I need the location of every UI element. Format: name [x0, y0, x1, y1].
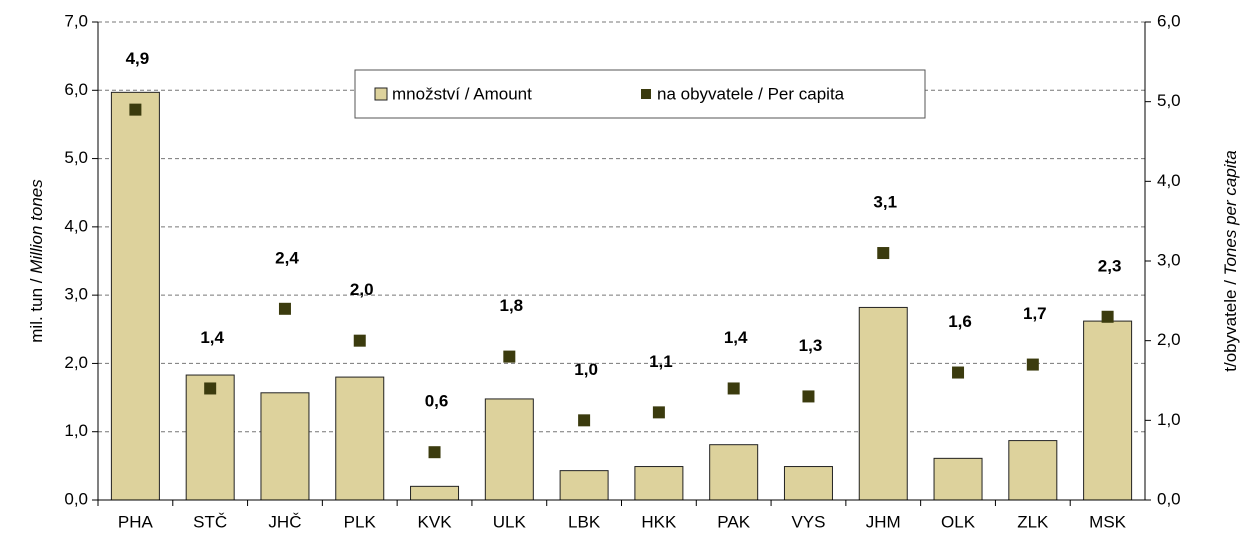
y2-axis-title: t/obyvatele / Tones per capita: [1221, 150, 1240, 371]
x-tick-label: OLK: [941, 512, 976, 531]
y2-tick-label: 6,0: [1157, 11, 1181, 30]
y-tick-label: 5,0: [64, 148, 88, 167]
data-label: 4,9: [126, 49, 150, 68]
data-label: 1,4: [200, 328, 224, 347]
y-axis-title-text: mil. tun /: [27, 274, 46, 343]
y2-tick-label: 0,0: [1157, 489, 1181, 508]
x-tick-label: HKK: [641, 512, 677, 531]
bar: [709, 444, 759, 501]
data-label: 3,1: [873, 193, 897, 212]
y-tick-label: 2,0: [64, 353, 88, 372]
x-tick-label: PHA: [118, 512, 154, 531]
legend-symbol: [374, 87, 388, 101]
data-label: 1,0: [574, 360, 598, 379]
x-tick-label: PAK: [717, 512, 750, 531]
x-tick-label: JHČ: [268, 512, 301, 531]
marker: [428, 446, 441, 459]
y-tick-label: 1,0: [64, 421, 88, 440]
marker: [278, 302, 291, 315]
y2-tick-label: 4,0: [1157, 171, 1181, 190]
bar: [559, 470, 609, 501]
x-tick-label: LBK: [568, 512, 601, 531]
y-tick-label: 7,0: [64, 11, 88, 30]
x-tick-label: KVK: [418, 512, 453, 531]
marker: [802, 390, 815, 403]
data-label: 1,7: [1023, 304, 1047, 323]
x-tick-label: PLK: [344, 512, 377, 531]
x-tick-label: VYS: [791, 512, 825, 531]
x-tick-label: STČ: [193, 512, 227, 531]
marker: [877, 247, 890, 260]
x-tick-label: ULK: [493, 512, 527, 531]
marker: [503, 350, 516, 363]
marker: [204, 382, 217, 395]
legend-symbol: [641, 89, 651, 99]
marker: [578, 414, 591, 427]
bar: [858, 306, 908, 501]
data-label: 0,6: [425, 392, 449, 411]
bar: [484, 398, 534, 501]
y-axis-title: mil. tun / Million tones: [27, 179, 46, 343]
marker: [652, 406, 665, 419]
x-tick-label: MSK: [1089, 512, 1127, 531]
bar: [1083, 320, 1133, 501]
y2-axis-title-text: t/obyvatele /: [1221, 275, 1240, 371]
data-label: 1,1: [649, 352, 673, 371]
y-tick-label: 4,0: [64, 216, 88, 235]
marker: [1101, 310, 1114, 323]
legend: množství / Amount na obyvatele / Per capi…: [354, 69, 926, 119]
data-label: 2,0: [350, 280, 374, 299]
data-label: 1,8: [500, 296, 524, 315]
y2-axis-title-italic: Tones per capita: [1221, 150, 1240, 275]
marker: [952, 366, 965, 379]
data-label: 1,4: [724, 328, 748, 347]
legend-label: na obyvatele / Per capita: [657, 84, 845, 103]
bar: [634, 466, 684, 501]
y-tick-label: 0,0: [64, 489, 88, 508]
marker: [353, 334, 366, 347]
data-label: 1,6: [948, 312, 972, 331]
data-label: 2,4: [275, 248, 299, 267]
bar: [1008, 440, 1058, 501]
marker: [1026, 358, 1039, 371]
x-tick-label: ZLK: [1017, 512, 1049, 531]
y-tick-label: 3,0: [64, 285, 88, 304]
marker: [727, 382, 740, 395]
data-label: 1,3: [799, 336, 823, 355]
bar: [260, 392, 310, 501]
legend-label: množství / Amount: [392, 84, 532, 103]
y2-tick-label: 3,0: [1157, 250, 1181, 269]
bar: [110, 91, 160, 501]
marker: [129, 103, 142, 116]
bar: [783, 466, 833, 501]
legend-box: [354, 69, 926, 119]
y2-tick-label: 2,0: [1157, 330, 1181, 349]
bar: [335, 376, 385, 501]
bar: [185, 374, 235, 501]
bar: [410, 485, 460, 501]
data-label: 2,3: [1098, 256, 1122, 275]
bar: [933, 457, 983, 501]
y-axis-title-italic: Million tones: [27, 179, 46, 274]
x-tick-label: JHM: [866, 512, 901, 531]
y2-tick-label: 5,0: [1157, 91, 1181, 110]
y2-tick-label: 1,0: [1157, 410, 1181, 429]
y-tick-label: 6,0: [64, 80, 88, 99]
